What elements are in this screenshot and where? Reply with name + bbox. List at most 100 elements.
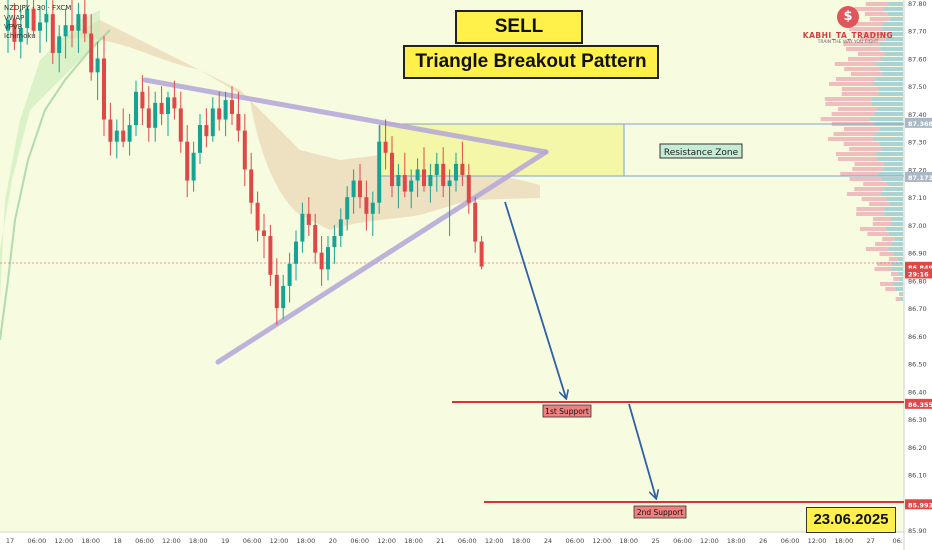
time-tick: 12:00 bbox=[592, 537, 611, 545]
volume-bar bbox=[892, 262, 903, 266]
candle bbox=[428, 163, 433, 203]
price-tick: 86.20 bbox=[908, 444, 927, 452]
title-sell: SELL NZD/JPY bbox=[455, 10, 583, 67]
candle bbox=[274, 258, 279, 325]
volume-bar bbox=[893, 277, 900, 281]
volume-bar bbox=[882, 237, 895, 241]
candle bbox=[364, 180, 369, 231]
candle bbox=[313, 213, 318, 264]
resistance-zone bbox=[379, 123, 625, 177]
time-tick: 18 bbox=[113, 537, 121, 545]
time-tick: 06:00 bbox=[135, 537, 154, 545]
indicator-ichimoku[interactable]: Ichimoku bbox=[4, 32, 36, 40]
down-arrow-1 bbox=[504, 201, 566, 398]
volume-bar bbox=[854, 7, 884, 11]
time-tick: 12:00 bbox=[485, 537, 504, 545]
volume-bar bbox=[888, 232, 903, 236]
volume-bar bbox=[890, 217, 903, 221]
candle bbox=[50, 0, 55, 65]
candle bbox=[6, 0, 10, 53]
volume-bar bbox=[887, 12, 903, 16]
time-tick: 12:00 bbox=[700, 537, 719, 545]
indicator-vwap[interactable]: VWAP bbox=[4, 14, 25, 22]
candle bbox=[345, 186, 350, 231]
volume-bar bbox=[878, 87, 903, 91]
volume-bar bbox=[867, 232, 889, 236]
candle bbox=[473, 197, 478, 253]
brand-tagline: TRAIN THE WAY YOU FIGHT bbox=[817, 40, 879, 45]
price-tick: 87.40 bbox=[908, 111, 927, 119]
volume-bar bbox=[872, 222, 891, 226]
candle bbox=[210, 97, 215, 142]
resistance-zone-label-box bbox=[659, 143, 743, 159]
candle bbox=[422, 147, 426, 192]
time-tick: 18:00 bbox=[404, 537, 423, 545]
volume-bar bbox=[881, 27, 903, 31]
time-tick: 06: bbox=[892, 537, 902, 545]
candle bbox=[300, 202, 305, 253]
volume-bar bbox=[846, 192, 881, 196]
volume-bar bbox=[834, 62, 876, 66]
volume-bar bbox=[841, 92, 879, 96]
volume-bar bbox=[838, 107, 878, 111]
volume-bar bbox=[824, 97, 872, 101]
price-axis-ticks: 87.80 87.70 87.60 87.50 87.40 87.30 87.20 87.10… bbox=[908, 0, 927, 535]
volume-bar bbox=[890, 222, 903, 226]
candle bbox=[89, 14, 94, 81]
indicator-vpvr[interactable]: VPVR bbox=[4, 23, 23, 31]
volume-bar bbox=[876, 157, 903, 161]
candlesticks bbox=[6, 0, 484, 325]
volume-bar bbox=[875, 242, 892, 246]
volume-bar bbox=[889, 202, 903, 206]
time-tick: 12:00 bbox=[377, 537, 396, 545]
volume-bar bbox=[835, 77, 877, 81]
candle bbox=[121, 108, 126, 148]
price-label: 85.993 bbox=[908, 501, 932, 509]
candle bbox=[159, 86, 164, 126]
volume-bar bbox=[899, 292, 902, 296]
symbol-label[interactable]: NZDJPY · 30 · FXCM bbox=[4, 4, 72, 12]
date-label: 23.06.2025 bbox=[806, 507, 896, 533]
triangle-upper-line bbox=[142, 77, 549, 155]
volume-bar bbox=[885, 287, 896, 291]
time-tick: 06:00 bbox=[350, 537, 369, 545]
volume-bar bbox=[879, 142, 903, 146]
candle bbox=[236, 91, 241, 142]
volume-bar bbox=[860, 227, 886, 231]
price-label-box bbox=[905, 268, 932, 279]
volume-bar bbox=[880, 192, 903, 196]
price-tick: 86.80 bbox=[908, 277, 927, 285]
volume-bar bbox=[894, 237, 903, 241]
volume-bar bbox=[872, 102, 903, 106]
volume-bar bbox=[875, 62, 903, 66]
price-tick: 86.60 bbox=[908, 333, 927, 341]
volume-bar bbox=[837, 157, 877, 161]
volume-bar bbox=[883, 187, 903, 191]
volume-bar bbox=[874, 267, 892, 271]
volume-bar bbox=[820, 117, 871, 121]
volume-bar bbox=[879, 127, 903, 131]
volume-bar bbox=[849, 147, 882, 151]
brand-logo: $ KABHI_TA_TRADING TRAIN THE WAY YOU FIG… bbox=[800, 6, 896, 62]
volume-bar bbox=[899, 277, 903, 281]
price-tick: 87.50 bbox=[908, 83, 927, 91]
volume-bar bbox=[843, 42, 880, 46]
time-tick: 06:00 bbox=[566, 537, 585, 545]
candle bbox=[38, 5, 42, 53]
price-label: 86.849 bbox=[908, 264, 932, 272]
volume-bar bbox=[886, 32, 903, 36]
volume-bar bbox=[887, 182, 903, 186]
price-label: 29:16 bbox=[908, 270, 929, 278]
volume-bar bbox=[881, 57, 903, 61]
time-tick: 27 bbox=[867, 537, 875, 545]
volume-bar bbox=[884, 207, 903, 211]
vwap-line bbox=[0, 29, 111, 341]
volume-bar bbox=[881, 177, 903, 181]
candle bbox=[390, 136, 394, 198]
volume-bar bbox=[843, 142, 880, 146]
volume-bar bbox=[854, 187, 884, 191]
candle bbox=[95, 41, 100, 101]
